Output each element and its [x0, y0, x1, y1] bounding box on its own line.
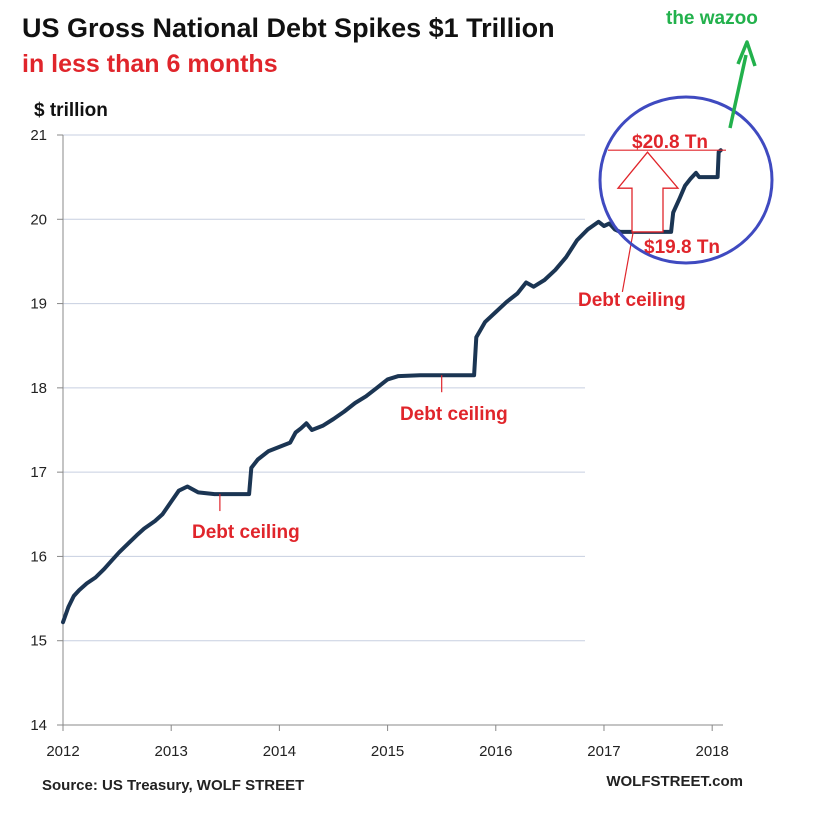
debt-ceiling-leader — [621, 231, 634, 293]
y-tick-label: 19 — [30, 296, 47, 313]
x-tick-label: 2018 — [695, 743, 728, 760]
y-tick-label: 17 — [30, 464, 47, 481]
grid-lines — [63, 134, 585, 642]
tick-labels: 14 15 16 17 18 19 20 21 2012 2013 2014 2015 2016 2017… — [30, 127, 729, 760]
y-axis-unit-label: $ trillion — [34, 100, 108, 121]
chart-title: US Gross National Debt Spikes $1 Trillio… — [22, 13, 555, 43]
annotation-label: the wazoo — [666, 8, 758, 29]
y-tick-label: 18 — [30, 380, 47, 397]
annotation-label: Debt ceiling — [400, 404, 508, 425]
annotation-label: $19.8 Tn — [644, 237, 720, 258]
annotation-label: $20.8 Tn — [632, 132, 708, 153]
y-tick-label: 21 — [30, 127, 47, 144]
annotations-layer: Debt ceiling Debt ceiling Debt ceiling $20.… — [192, 8, 774, 543]
brand-label: WOLFSTREET.com — [606, 773, 743, 790]
y-tick-label: 15 — [30, 633, 47, 650]
y-tick-label: 14 — [30, 717, 47, 734]
x-tick-label: 2015 — [371, 743, 404, 760]
annotation-label: Debt ceiling — [192, 522, 300, 543]
series-layer — [61, 148, 723, 625]
chart-subtitle: in less than 6 months — [22, 50, 278, 78]
axes — [57, 134, 723, 731]
wazoo-arrow-head — [736, 40, 757, 67]
x-tick-label: 2013 — [155, 743, 188, 760]
x-tick-label: 2016 — [479, 743, 512, 760]
y-tick-label: 16 — [30, 548, 47, 565]
y-tick-label: 20 — [30, 211, 47, 228]
annotation-label: Debt ceiling — [578, 290, 686, 311]
x-tick-label: 2017 — [587, 743, 620, 760]
highlight-circle — [598, 95, 774, 265]
wazoo-arrow-shaft — [728, 54, 748, 129]
x-tick-label: 2012 — [46, 743, 79, 760]
increase-arrow — [616, 151, 680, 233]
source-note: Source: US Treasury, WOLF STREET — [42, 777, 304, 794]
debt-series-line — [61, 148, 723, 625]
x-tick-label: 2014 — [263, 743, 296, 760]
